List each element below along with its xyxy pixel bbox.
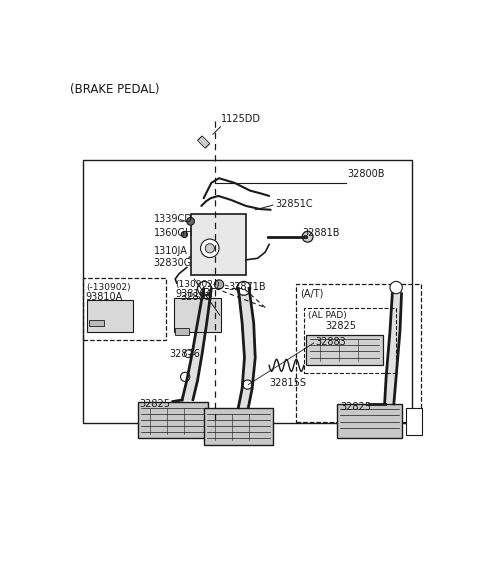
Polygon shape	[192, 323, 207, 354]
Polygon shape	[197, 288, 211, 323]
Circle shape	[187, 218, 194, 225]
Bar	[337, 404, 402, 439]
Bar	[304, 308, 396, 373]
Circle shape	[237, 281, 251, 295]
Bar	[296, 285, 421, 421]
Circle shape	[181, 231, 188, 238]
Bar	[306, 335, 383, 365]
Text: 32876: 32876	[169, 349, 200, 359]
Polygon shape	[384, 377, 396, 404]
Polygon shape	[238, 389, 252, 408]
Polygon shape	[238, 288, 254, 323]
Text: (AL PAD): (AL PAD)	[308, 312, 347, 320]
Polygon shape	[390, 294, 402, 331]
Polygon shape	[242, 358, 255, 389]
Text: 32825: 32825	[140, 399, 171, 409]
Text: (BRAKE PEDAL): (BRAKE PEDAL)	[71, 83, 160, 96]
Bar	[89, 320, 104, 326]
Polygon shape	[182, 381, 197, 400]
Circle shape	[302, 231, 313, 242]
Bar	[406, 408, 421, 435]
Bar	[83, 160, 412, 423]
Circle shape	[215, 280, 224, 289]
FancyBboxPatch shape	[174, 298, 221, 332]
Polygon shape	[198, 136, 210, 148]
FancyBboxPatch shape	[87, 300, 133, 332]
Text: (A/T): (A/T)	[300, 288, 323, 298]
Circle shape	[243, 380, 252, 389]
Circle shape	[184, 350, 192, 358]
Text: 32800B: 32800B	[348, 169, 385, 179]
Text: 32881B: 32881B	[302, 227, 340, 238]
Text: 32825: 32825	[325, 321, 356, 331]
Text: 1360GH: 1360GH	[154, 228, 193, 238]
Polygon shape	[386, 331, 400, 377]
Circle shape	[205, 244, 215, 253]
Bar	[204, 408, 273, 445]
Circle shape	[197, 281, 211, 295]
Text: 32815S: 32815S	[269, 378, 306, 389]
Text: 93810A: 93810A	[175, 289, 213, 299]
Text: 32830G: 32830G	[154, 258, 192, 268]
Polygon shape	[242, 323, 255, 358]
Text: 1339CD: 1339CD	[154, 214, 192, 224]
Text: 32883: 32883	[315, 338, 346, 347]
Polygon shape	[187, 354, 202, 381]
Text: 32871B: 32871B	[228, 282, 266, 292]
Text: 1310JA: 1310JA	[154, 246, 188, 255]
Text: 32851C: 32851C	[275, 199, 313, 208]
Text: 93810A: 93810A	[86, 292, 123, 302]
Circle shape	[180, 373, 190, 382]
Text: (130902-): (130902-)	[175, 280, 220, 289]
Circle shape	[390, 281, 402, 294]
Bar	[175, 328, 189, 335]
Text: (-130902): (-130902)	[86, 283, 131, 292]
Text: 32883: 32883	[180, 292, 211, 302]
Bar	[138, 402, 207, 439]
Bar	[83, 278, 166, 340]
Text: 32825: 32825	[341, 402, 372, 412]
Text: 1125DD: 1125DD	[221, 114, 261, 125]
Circle shape	[201, 239, 219, 258]
Bar	[191, 214, 246, 276]
